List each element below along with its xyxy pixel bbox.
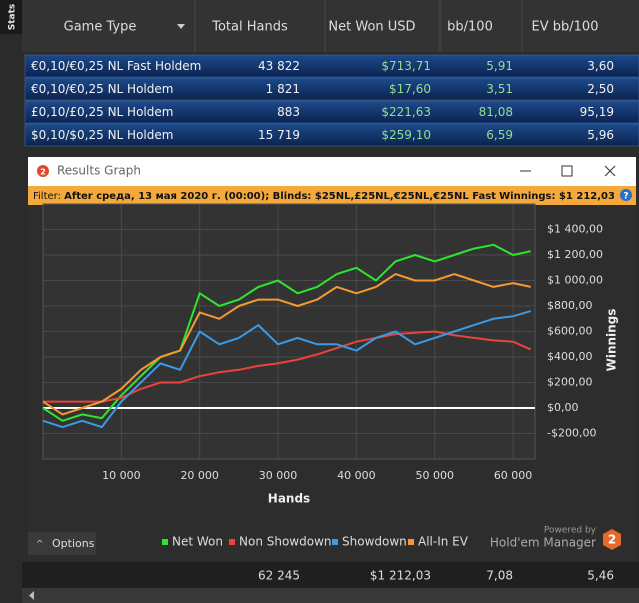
table-cell: 883 bbox=[277, 105, 300, 119]
x-axis-label: Hands bbox=[268, 492, 310, 506]
table-cell: 81,08 bbox=[479, 105, 513, 119]
total-cell: 62 245 bbox=[258, 569, 300, 583]
options-button[interactable] bbox=[28, 532, 96, 555]
options-caret: ^ bbox=[36, 540, 44, 550]
maximize-button[interactable] bbox=[561, 165, 573, 177]
column-header: Net Won USD bbox=[328, 20, 415, 35]
table-cell: 3,60 bbox=[587, 59, 614, 73]
table-cell: $0,10/$0,25 NL Holdem bbox=[31, 128, 173, 142]
y-tick-label: -$200,00 bbox=[547, 427, 596, 440]
brand-logo bbox=[603, 529, 621, 550]
help-icon: ? bbox=[623, 192, 628, 202]
y-tick-label: $1 200,00 bbox=[547, 248, 603, 261]
total-cell: 5,46 bbox=[587, 569, 614, 583]
table-cell: €0,10/€0,25 NL Holdem bbox=[31, 82, 173, 96]
y-tick-label: $600,00 bbox=[547, 325, 593, 338]
legend-swatch bbox=[332, 539, 338, 545]
title-bar bbox=[28, 157, 636, 186]
y-tick-label: $200,00 bbox=[547, 376, 593, 389]
table-row bbox=[24, 123, 639, 147]
close-button[interactable] bbox=[604, 165, 616, 177]
column-header: EV bb/100 bbox=[532, 20, 599, 35]
table-cell: £0,10/£0,25 NL Holdem bbox=[31, 105, 173, 119]
series-line bbox=[43, 330, 532, 403]
scrollbar[interactable] bbox=[22, 588, 639, 603]
x-tick-label: 60 000 bbox=[494, 469, 533, 482]
y-axis-label: Winnings bbox=[605, 309, 619, 372]
legend-label: Showdown bbox=[342, 535, 407, 549]
x-tick-label: 50 000 bbox=[415, 469, 454, 482]
x-tick-label: 30 000 bbox=[259, 469, 298, 482]
y-tick-label: $400,00 bbox=[547, 350, 593, 363]
filter-label: Filter: bbox=[33, 191, 61, 202]
column-header: Game Type bbox=[64, 20, 137, 35]
app-icon bbox=[37, 165, 49, 177]
stats-tab-label: Stats bbox=[8, 4, 18, 31]
table-cell: 15 719 bbox=[258, 128, 300, 142]
table-cell: €0,10/€0,25 NL Fast Holdem bbox=[31, 59, 201, 73]
options-label: Options bbox=[52, 537, 95, 550]
filter-value: After среда, 13 мая 2020 г. (00:00); Bli… bbox=[64, 191, 496, 202]
filter-bar bbox=[28, 186, 636, 205]
legend-swatch bbox=[408, 539, 414, 545]
legend-label: All-In EV bbox=[418, 535, 469, 549]
y-tick-label: $1 000,00 bbox=[547, 274, 603, 287]
y-tick-label: $800,00 bbox=[547, 299, 593, 312]
table-cell: $713,71 bbox=[381, 59, 431, 73]
stats-tab[interactable] bbox=[0, 0, 22, 34]
legend-swatch bbox=[229, 539, 235, 545]
table-cell: 43 822 bbox=[258, 59, 300, 73]
table-cell: $17,60 bbox=[389, 82, 431, 96]
table-cell: $259,10 bbox=[381, 128, 431, 142]
legend-swatch bbox=[162, 539, 168, 545]
table-row bbox=[24, 100, 639, 124]
x-tick-label: 10 000 bbox=[102, 469, 141, 482]
series-line bbox=[42, 243, 531, 422]
help-button[interactable] bbox=[620, 189, 632, 201]
total-cell: $1 212,03 bbox=[370, 569, 431, 583]
table-cell: 2,50 bbox=[587, 82, 614, 96]
filter-winnings: Winnings: $1 212,03 bbox=[499, 191, 615, 202]
table-cell: 3,51 bbox=[486, 82, 513, 96]
x-tick-label: 20 000 bbox=[180, 469, 219, 482]
table-cell: 5,96 bbox=[587, 128, 614, 142]
legend-label: Non Showdown bbox=[239, 535, 332, 549]
window-title: Results Graph bbox=[57, 164, 141, 178]
y-tick-label: $0,00 bbox=[547, 401, 579, 414]
total-cell: 7,08 bbox=[486, 569, 513, 583]
app-icon-label: 2 bbox=[40, 168, 46, 177]
scroll-left[interactable] bbox=[29, 591, 34, 600]
series-line bbox=[42, 310, 531, 429]
y-tick-label: $1 400,00 bbox=[547, 223, 603, 236]
table-cell: 1 821 bbox=[266, 82, 300, 96]
table-header bbox=[22, 0, 639, 52]
table-row bbox=[24, 77, 639, 101]
table-cell: 6,59 bbox=[486, 128, 513, 142]
table-cell: $221,63 bbox=[381, 105, 431, 119]
series-line bbox=[42, 273, 531, 416]
powered-by: Powered by bbox=[544, 526, 597, 536]
brand: Hold'em Manager bbox=[490, 536, 596, 550]
table-row bbox=[24, 54, 639, 78]
column-header: bb/100 bbox=[447, 20, 493, 35]
brand-logo-label: 2 bbox=[608, 533, 616, 547]
x-tick-label: 40 000 bbox=[337, 469, 376, 482]
table-cell: 5,91 bbox=[486, 59, 513, 73]
totals-row bbox=[22, 562, 639, 588]
legend-label: Net Won bbox=[172, 535, 223, 549]
filter-text: Filter: After среда, 13 мая 2020 г. (00:… bbox=[33, 191, 615, 202]
column-header: Total Hands bbox=[211, 20, 288, 35]
sort-arrow[interactable] bbox=[177, 24, 185, 29]
table-cell: 95,19 bbox=[580, 105, 614, 119]
